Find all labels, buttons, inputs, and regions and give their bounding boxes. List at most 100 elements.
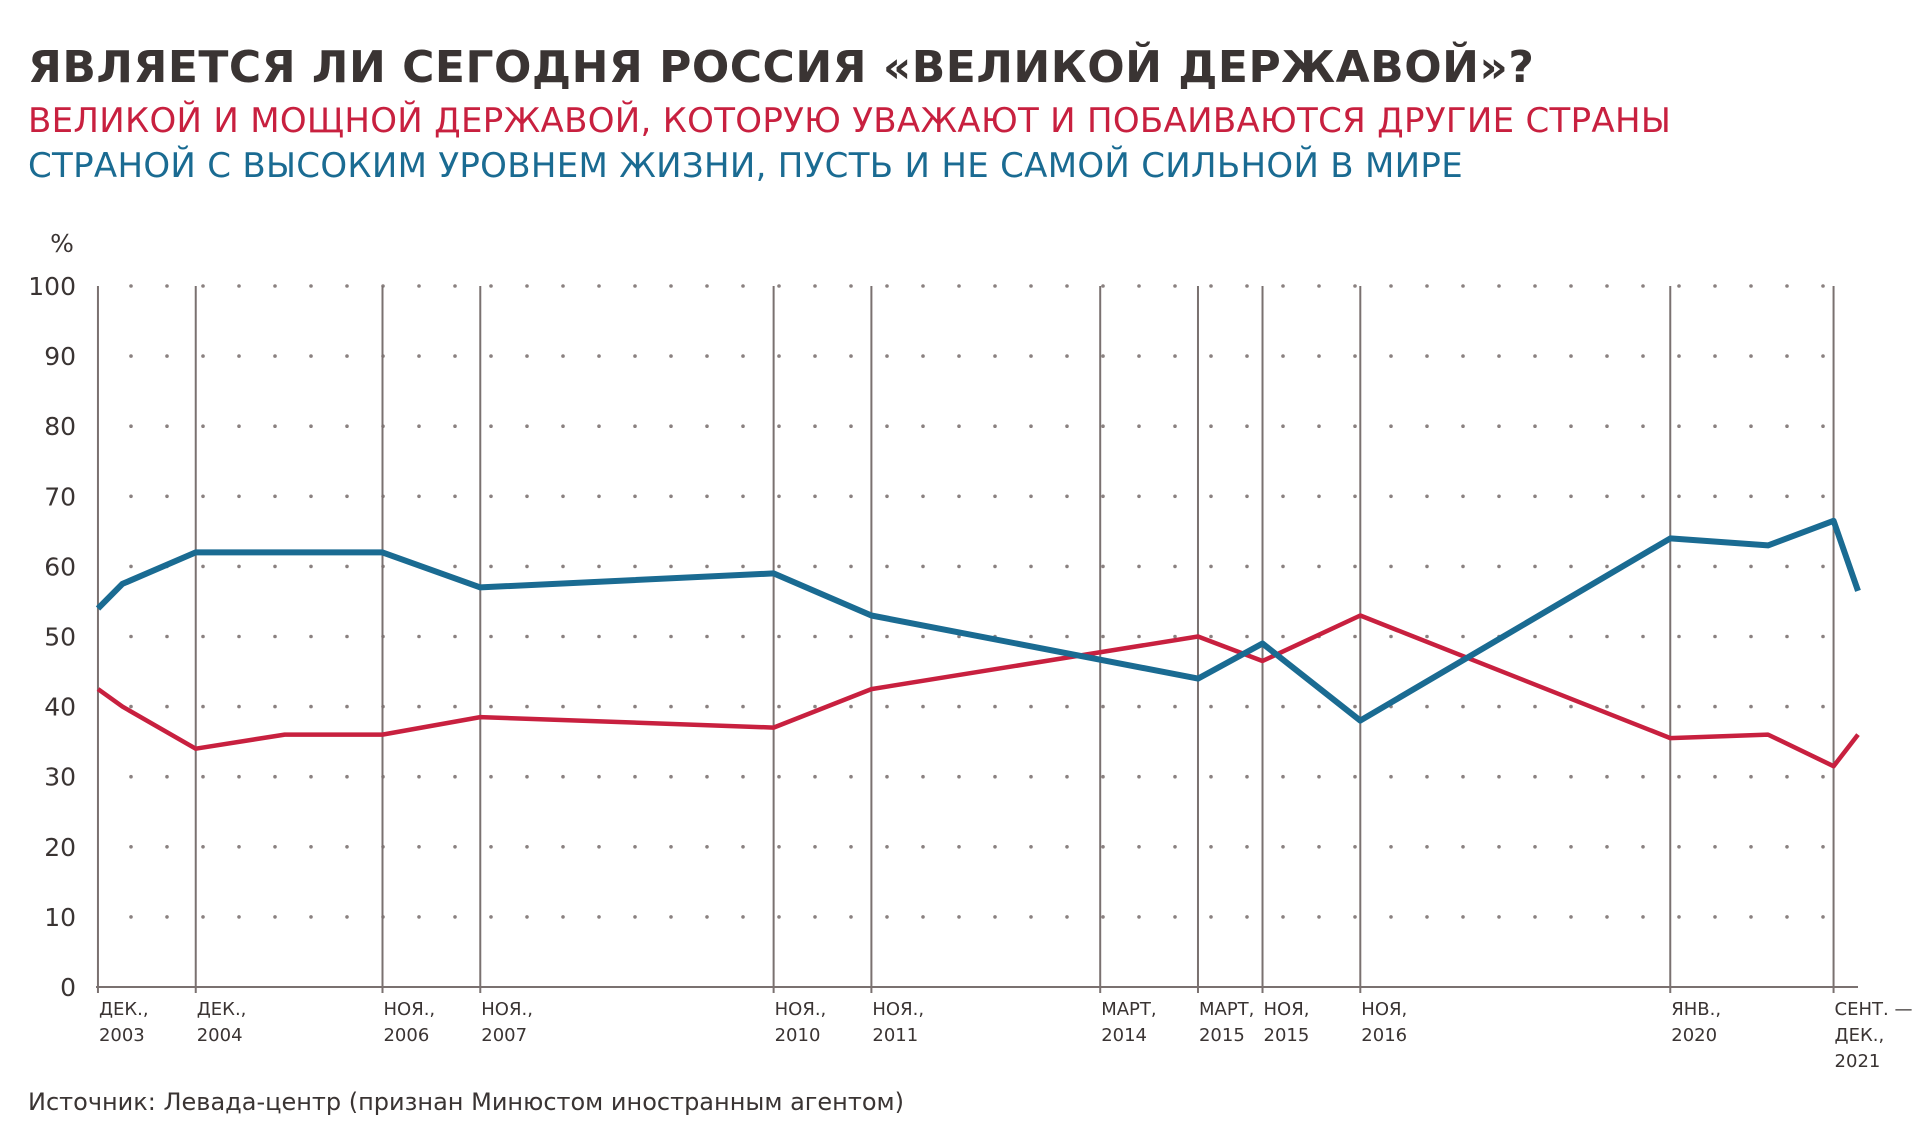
grid-dot	[1029, 494, 1033, 499]
grid-dot	[669, 774, 673, 779]
grid-dot	[1785, 915, 1789, 919]
x-axis-ticks: ДЕК., 2003 ДЕК., 2004 НОЯ., 2006 НОЯ., 2007 НОЯ.…	[99, 999, 1913, 1072]
grid-dot	[561, 424, 565, 429]
grid-dot	[201, 634, 205, 639]
grid-dot	[597, 494, 601, 499]
grid-dot	[1173, 354, 1177, 358]
grid-dot	[705, 494, 709, 499]
grid-dot	[993, 704, 997, 709]
grid-dot	[1497, 704, 1501, 709]
grid-dot	[165, 915, 169, 919]
grid-dot	[741, 845, 745, 849]
grid-dot	[1281, 774, 1285, 779]
y-tick-label: 60	[44, 552, 76, 581]
grid-dot	[1209, 564, 1213, 569]
grid-dot	[129, 704, 133, 709]
grid-dot	[597, 354, 601, 358]
grid-dot	[129, 354, 133, 358]
grid-dot	[1173, 634, 1177, 639]
grid-dot	[1209, 494, 1213, 499]
grid-dot	[1533, 634, 1537, 639]
grid-dot	[1785, 494, 1789, 499]
grid-dot	[633, 845, 637, 849]
grid-dot	[1317, 284, 1321, 288]
grid-dot	[201, 424, 205, 429]
grid-dot	[525, 424, 529, 429]
grid-dot	[957, 494, 961, 499]
grid-dot	[885, 494, 889, 499]
grid-dot	[993, 284, 997, 288]
grid-dot	[129, 845, 133, 849]
grid-dot	[345, 354, 349, 358]
grid-dot	[993, 564, 997, 569]
grid-dot	[453, 634, 457, 639]
grid-dot	[1461, 284, 1465, 288]
grid-dot	[849, 845, 853, 849]
grid-dot	[309, 774, 313, 779]
grid-dot	[453, 494, 457, 499]
grid-dot	[1785, 634, 1789, 639]
grid-dot	[417, 494, 421, 499]
grid-dot	[1821, 774, 1825, 779]
grid-dot	[237, 845, 241, 849]
x-tick-label: НОЯ, 2015	[1264, 999, 1310, 1046]
y-tick-label: 30	[44, 763, 76, 792]
grid-dot	[1389, 354, 1393, 358]
grid-dot	[1029, 704, 1033, 709]
grid-dot	[921, 424, 925, 429]
grid-dot	[1353, 564, 1357, 569]
grid-dot	[129, 634, 133, 639]
grid-dot	[1533, 845, 1537, 849]
grid-dot	[597, 704, 601, 709]
grid-dot	[957, 915, 961, 919]
x-gridlines	[96, 286, 1835, 993]
grid-dot	[813, 354, 817, 358]
grid-dot	[1677, 564, 1681, 569]
grid-dot	[1641, 634, 1645, 639]
grid-dot	[273, 424, 277, 429]
grid-dot	[453, 564, 457, 569]
grid-dot	[1425, 845, 1429, 849]
grid-dot	[777, 845, 781, 849]
grid-dot	[1317, 845, 1321, 849]
grid-dot	[813, 704, 817, 709]
grid-dot	[633, 424, 637, 429]
grid-dot	[309, 354, 313, 358]
grid-dot	[489, 284, 493, 288]
grid-dot	[1425, 354, 1429, 358]
grid-dot	[1605, 494, 1609, 499]
grid-dot	[1569, 915, 1573, 919]
grid-dot	[1425, 704, 1429, 709]
grid-dot	[1785, 564, 1789, 569]
grid-dot	[165, 704, 169, 709]
grid-dot	[777, 564, 781, 569]
grid-dot	[1425, 424, 1429, 429]
grid-dot	[1389, 424, 1393, 429]
grid-dot	[849, 564, 853, 569]
grid-dot	[669, 424, 673, 429]
grid-dot	[1245, 704, 1249, 709]
grid-dot	[1101, 845, 1105, 849]
grid-dot	[1497, 774, 1501, 779]
grid-dot	[273, 774, 277, 779]
grid-dot	[1245, 354, 1249, 358]
grid-dot	[273, 494, 277, 499]
series-lines	[95, 517, 1861, 769]
grid-dot	[1821, 284, 1825, 288]
grid-dot	[1137, 774, 1141, 779]
grid-dot	[813, 915, 817, 919]
grid-dot	[1389, 845, 1393, 849]
grid-dot	[1353, 634, 1357, 639]
grid-dot	[1605, 284, 1609, 288]
grid-dot	[1065, 915, 1069, 919]
grid-dot	[921, 284, 925, 288]
grid-dot	[237, 424, 241, 429]
grid-dot	[1821, 354, 1825, 358]
grid-dot	[525, 564, 529, 569]
grid-dot	[453, 354, 457, 358]
grid-dot	[1569, 284, 1573, 288]
grid-dot	[1065, 284, 1069, 288]
grid-dot	[1209, 634, 1213, 639]
grid-dot	[1749, 845, 1753, 849]
chart-title: ЯВЛЯЕТСЯ ЛИ СЕГОДНЯ РОССИЯ «ВЕЛИКОЙ ДЕРЖ…	[28, 42, 1535, 93]
